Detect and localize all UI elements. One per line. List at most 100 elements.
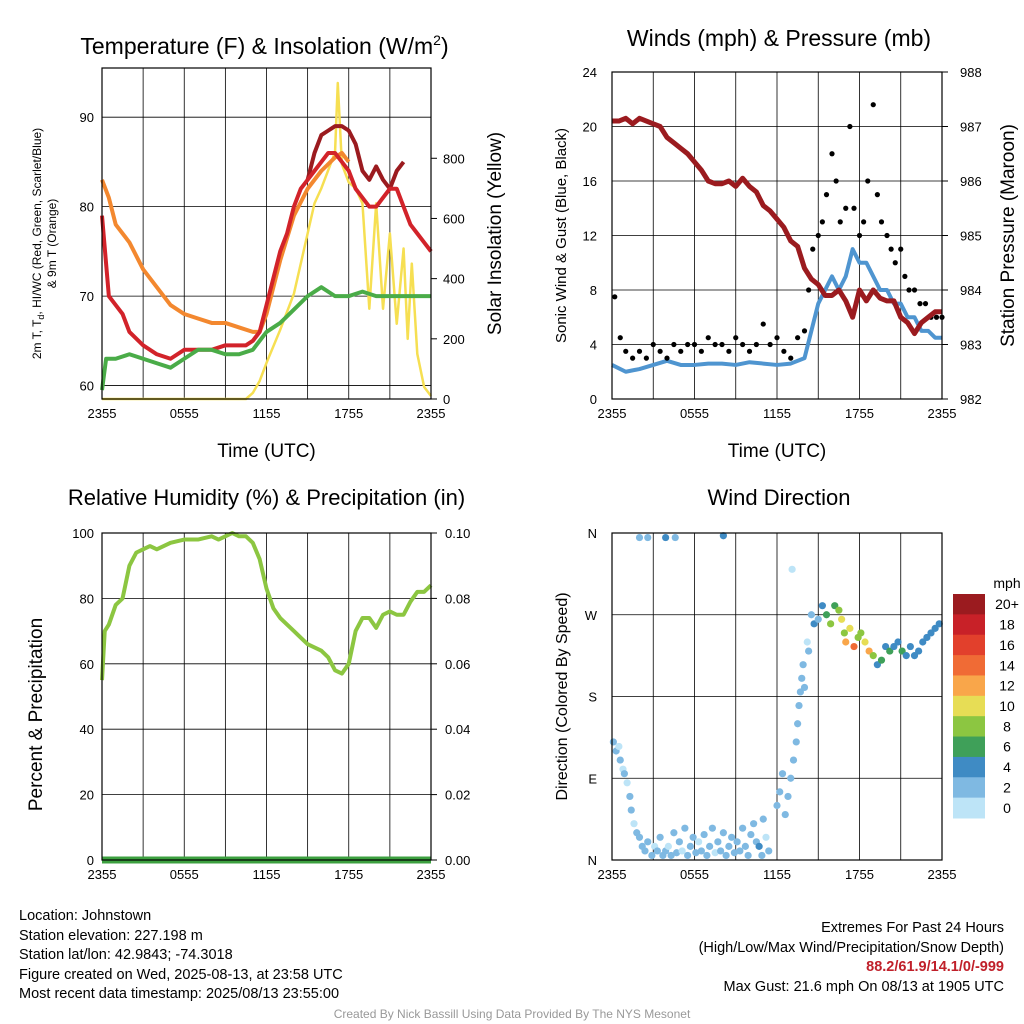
gust-point [612,294,618,300]
y-tick-label-left: 60 [80,379,94,394]
direction-point [744,851,752,860]
colorbar-label: 2 [1003,779,1011,795]
direction-point [835,606,843,614]
direction-point [827,620,835,628]
x-tick-label: 2355 [598,867,627,882]
gust-point [719,341,725,348]
gust-point [767,341,773,348]
direction-point [857,629,865,637]
x-tick-label: 2355 [88,867,117,882]
gust-point [874,192,880,198]
gust-point [712,341,718,348]
y-tick-label-right: 982 [960,392,982,407]
colorbar-swatch [953,736,985,758]
direction-point [776,788,784,796]
gust-point [898,246,904,252]
direction-point [722,851,730,860]
series-line [611,247,942,374]
direction-point [626,792,634,801]
extremes-values: 88.2/61.9/14.1/0/-999 [866,959,1004,975]
colorbar-swatch [953,777,985,799]
y-tick-label-right: 0.02 [445,788,470,803]
direction-point [689,833,697,841]
direction-point [667,851,675,860]
direction-point [765,847,773,855]
direction-point [675,838,683,846]
direction-point [719,532,727,540]
gust-point [685,341,691,348]
gust-point [760,321,766,327]
direction-point [877,656,886,664]
gust-point [774,335,780,341]
series-line [305,124,406,191]
direction-point [673,849,681,857]
gust-point [870,102,876,108]
gust-point [726,348,732,354]
direction-point [703,851,711,860]
gust-point [671,341,677,348]
station-info: Location: Johnstown Station elevation: 2… [19,907,343,1005]
gust-point [733,335,739,341]
gust-point [847,123,853,130]
y-tick-label-left: N [588,853,597,868]
direction-point [648,851,656,860]
x-tick-label: 1755 [845,406,874,421]
direction-point [778,770,787,778]
y-tick-label-right: 200 [443,332,465,347]
direction-point [838,615,846,623]
max-gust-text: Max Gust: 21.6 mph On 08/13 at 1905 UTC [723,978,1004,995]
y-tick-label-left: 16 [583,174,597,189]
x-tick-label: 2355 [598,406,627,421]
gust-point [823,192,830,198]
direction-point [681,824,689,832]
gust-point [861,219,867,225]
plot-frame [611,532,943,861]
gust-point [753,341,759,348]
y-tick-label-right: 0.04 [445,722,470,737]
direction-point [807,611,815,619]
x-tick-label: 0555 [170,406,199,421]
colorbar-swatch [953,675,985,697]
colorbar-swatch [953,594,985,615]
credit-text: Created By Nick Bassill Using Data Provi… [333,1007,691,1021]
direction-point [789,756,798,764]
x-tick-label: 2355 [928,406,957,421]
direction-point [620,770,628,778]
y-axis-label-left-2: & 9m T (Orange) [45,199,59,289]
direction-point [644,838,652,846]
direction-point [792,738,800,746]
x-tick-label: 2355 [928,867,957,882]
direction-point [609,738,617,746]
direction-point [759,815,767,823]
series-line [100,285,431,391]
y-tick-label-left: 100 [72,526,94,541]
y-tick-label-right: 983 [960,338,982,353]
direction-point [627,806,635,814]
y-tick-label-left: W [585,608,598,623]
direction-point [616,756,624,764]
x-axis-label: Time (UTC) [217,441,316,462]
direction-point [670,829,678,837]
y-tick-label-right: 600 [443,211,465,226]
direction-point [736,847,744,855]
colorbar-label: 20+ [995,596,1019,612]
direction-point [755,842,763,850]
gust-point [781,348,787,354]
colorbar-label: 8 [1003,718,1011,734]
direction-point [708,824,716,832]
y-axis-label-left: Percent & Precipitation [26,618,47,811]
location-text: Location: Johnstown [19,908,152,924]
x-tick-label: 1755 [334,406,363,421]
direction-point [653,847,661,855]
direction-point [739,824,747,832]
direction-point [711,849,719,857]
direction-point [706,842,714,850]
direction-point [615,742,623,751]
direction-point [846,624,854,632]
colorbar-swatch [953,695,985,717]
y-tick-label-right: 0.08 [445,591,470,606]
direction-point [700,830,708,839]
direction-point [623,779,631,787]
y-tick-label-left: E [588,771,597,786]
direction-point [798,674,806,682]
